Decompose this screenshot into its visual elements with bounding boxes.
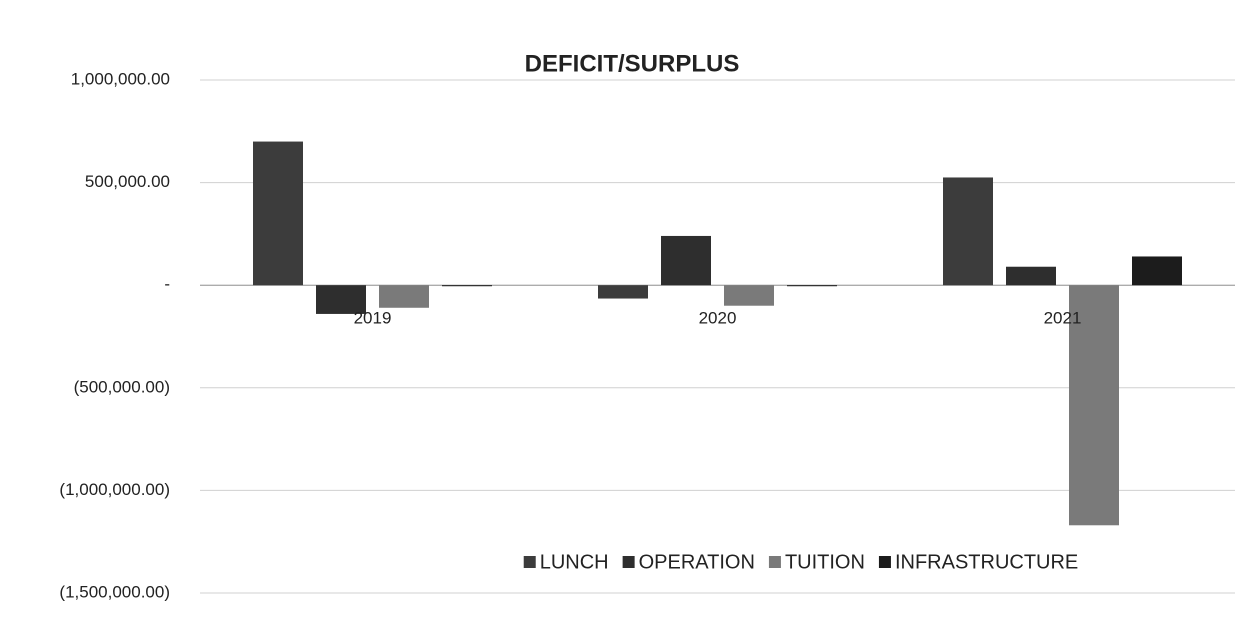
bar bbox=[1006, 266, 1056, 286]
bar bbox=[1069, 285, 1119, 526]
legend-label: INFRASTRUCTURE bbox=[895, 551, 1078, 573]
bar bbox=[316, 285, 366, 314]
legend-label: LUNCH bbox=[540, 551, 609, 573]
y-tick-label: 500,000.00 bbox=[85, 172, 170, 191]
legend-swatch bbox=[768, 556, 781, 568]
legend-label: TUITION bbox=[785, 551, 865, 573]
legend-label: OPERATION bbox=[639, 551, 755, 573]
y-tick-label: (1,500,000.00) bbox=[59, 582, 170, 601]
bar bbox=[253, 141, 303, 286]
bar bbox=[787, 285, 837, 287]
x-tick-label: 2020 bbox=[699, 309, 737, 328]
x-tick-label: 2021 bbox=[1044, 309, 1082, 328]
chart-title: DEFICIT/SURPLUS bbox=[525, 50, 740, 77]
y-tick-label: 1,000,000.00 bbox=[71, 69, 170, 88]
bar bbox=[943, 177, 993, 286]
bar bbox=[724, 285, 774, 306]
x-tick-label: 2019 bbox=[354, 309, 392, 328]
legend-swatch bbox=[622, 556, 635, 568]
bar bbox=[661, 235, 711, 286]
bar bbox=[442, 285, 492, 287]
bar bbox=[379, 285, 429, 308]
bar bbox=[598, 285, 648, 299]
bar bbox=[1132, 256, 1182, 286]
legend-swatch bbox=[878, 556, 891, 568]
y-tick-label: - bbox=[164, 275, 170, 294]
legend-swatch bbox=[523, 556, 536, 568]
y-tick-label: (500,000.00) bbox=[74, 377, 170, 396]
y-tick-label: (1,000,000.00) bbox=[59, 480, 170, 499]
